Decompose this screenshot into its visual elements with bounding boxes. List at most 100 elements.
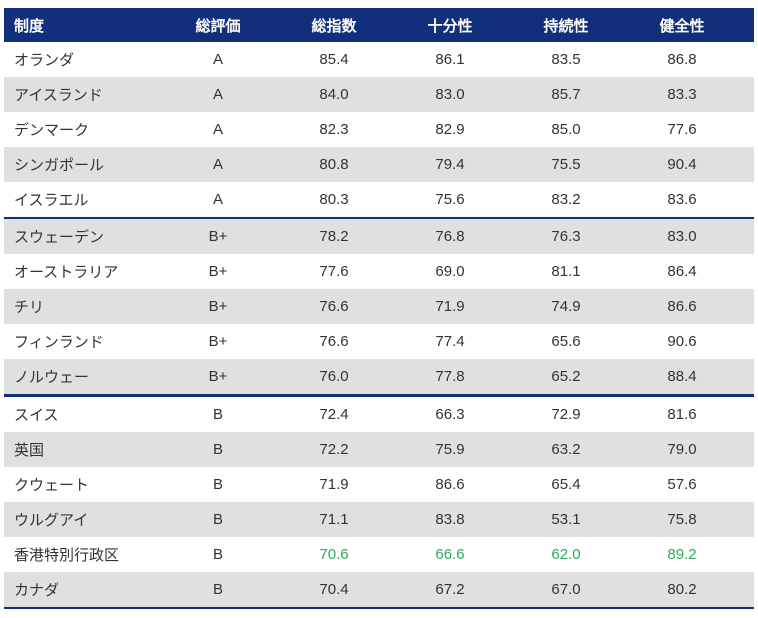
adequacy-value: 75.6 [435, 191, 465, 208]
grade-value: B [212, 441, 223, 458]
integrity-value: 83.6 [667, 191, 697, 208]
table-row: スイス B 72.4 66.3 72.9 81.6 [4, 397, 754, 432]
grade-value: B+ [208, 298, 228, 315]
sustainability-value: 75.5 [551, 156, 581, 173]
table-body: オランダ A 85.4 86.1 83.5 86.8 アイスランド A 84.0… [4, 42, 754, 607]
integrity-value: 80.2 [667, 581, 697, 598]
table-row: イスラエル A 80.3 75.6 83.2 83.6 [4, 182, 754, 217]
integrity-value: 79.0 [667, 441, 697, 458]
sustainability-value: 53.1 [551, 511, 581, 528]
table-row: クウェート B 71.9 86.6 65.4 57.6 [4, 467, 754, 502]
column-header-overall-grade: 総評価 [195, 17, 241, 35]
grade-value: B [212, 406, 223, 423]
sustainability-value: 62.0 [551, 546, 581, 563]
table-row: ウルグアイ B 71.1 83.8 53.1 75.8 [4, 502, 754, 537]
country-name: イスラエル [14, 192, 89, 209]
overall-index-value: 71.9 [319, 476, 349, 493]
sustainability-value: 85.7 [551, 86, 581, 103]
column-header-sustainability: 持続性 [543, 17, 589, 35]
adequacy-value: 69.0 [435, 263, 465, 280]
overall-index-value: 70.6 [319, 546, 349, 563]
grade-value: A [212, 121, 223, 138]
column-header-system: 制度 [14, 17, 45, 35]
overall-index-value: 76.6 [319, 298, 349, 315]
country-name: 英国 [14, 442, 45, 459]
sustainability-value: 65.2 [551, 368, 581, 385]
country-name: スイス [14, 407, 59, 424]
sustainability-value: 63.2 [551, 441, 581, 458]
column-header-integrity: 健全性 [659, 17, 705, 35]
adequacy-value: 75.9 [435, 441, 465, 458]
integrity-value: 89.2 [667, 546, 697, 563]
group-divider [4, 217, 754, 219]
integrity-value: 86.6 [667, 298, 697, 315]
integrity-value: 57.6 [667, 476, 697, 493]
table-row: 英国 B 72.2 75.9 63.2 79.0 [4, 432, 754, 467]
overall-index-value: 80.8 [319, 156, 349, 173]
adequacy-value: 66.3 [435, 406, 465, 423]
grade-value: B [212, 581, 223, 598]
table-row: オーストラリア B+ 77.6 69.0 81.1 86.4 [4, 254, 754, 289]
overall-index-value: 78.2 [319, 228, 349, 245]
country-name: スウェーデン [14, 229, 105, 246]
table-row: チリ B+ 76.6 71.9 74.9 86.6 [4, 289, 754, 324]
sustainability-value: 81.1 [551, 263, 581, 280]
table-row: アイスランド A 84.0 83.0 85.7 83.3 [4, 77, 754, 112]
table-row: オランダ A 85.4 86.1 83.5 86.8 [4, 42, 754, 77]
country-name: オーストラリア [14, 264, 119, 281]
country-name: ノルウェー [14, 369, 90, 386]
overall-index-value: 84.0 [319, 86, 349, 103]
grade-value: B+ [208, 368, 228, 385]
integrity-value: 86.8 [667, 51, 697, 68]
adequacy-value: 82.9 [435, 121, 465, 138]
integrity-value: 86.4 [667, 263, 697, 280]
adequacy-value: 86.1 [435, 51, 465, 68]
sustainability-value: 74.9 [551, 298, 581, 315]
grade-value: B+ [208, 263, 228, 280]
adequacy-value: 67.2 [435, 581, 465, 598]
country-name: チリ [14, 299, 45, 316]
sustainability-value: 76.3 [551, 228, 581, 245]
adequacy-value: 77.4 [435, 333, 465, 350]
overall-index-value: 72.4 [319, 406, 349, 423]
adequacy-value: 77.8 [435, 368, 465, 385]
overall-index-value: 77.6 [319, 263, 349, 280]
adequacy-value: 83.0 [435, 86, 465, 103]
table-row: 香港特別行政区 B 70.6 66.6 62.0 89.2 [4, 537, 754, 572]
integrity-value: 88.4 [667, 368, 697, 385]
table-row: フィンランド B+ 76.6 77.4 65.6 90.6 [4, 324, 754, 359]
adequacy-value: 66.6 [435, 546, 465, 563]
adequacy-value: 76.8 [435, 228, 465, 245]
grade-value: A [212, 51, 223, 68]
table-row: ノルウェー B+ 76.0 77.8 65.2 88.4 [4, 359, 754, 394]
pension-index-table: 制度 総評価 総指数 十分性 持続性 健全性 オランダ A 85.4 86.1 … [4, 8, 754, 609]
table-row: カナダ B 70.4 67.2 67.0 80.2 [4, 572, 754, 607]
overall-index-value: 82.3 [319, 121, 349, 138]
integrity-value: 90.4 [667, 156, 697, 173]
table-bottom-border [4, 607, 754, 609]
sustainability-value: 65.4 [551, 476, 581, 493]
country-name: クウェート [14, 477, 90, 494]
table-header-row: 制度 総評価 総指数 十分性 持続性 健全性 [4, 8, 754, 42]
overall-index-value: 71.1 [319, 511, 349, 528]
country-name: シンガポール [14, 157, 105, 174]
group-divider [4, 394, 754, 397]
overall-index-value: 76.0 [319, 368, 349, 385]
adequacy-value: 86.6 [435, 476, 465, 493]
grade-value: A [212, 86, 223, 103]
sustainability-value: 83.2 [551, 191, 581, 208]
integrity-value: 83.3 [667, 86, 697, 103]
sustainability-value: 65.6 [551, 333, 581, 350]
grade-value: A [212, 156, 223, 173]
integrity-value: 83.0 [667, 228, 697, 245]
table-row: デンマーク A 82.3 82.9 85.0 77.6 [4, 112, 754, 147]
adequacy-value: 83.8 [435, 511, 465, 528]
adequacy-value: 79.4 [435, 156, 465, 173]
country-name: 香港特別行政区 [14, 547, 120, 564]
integrity-value: 81.6 [667, 406, 697, 423]
overall-index-value: 85.4 [319, 51, 349, 68]
grade-value: B [212, 511, 223, 528]
integrity-value: 75.8 [667, 511, 697, 528]
overall-index-value: 80.3 [319, 191, 349, 208]
country-name: カナダ [14, 582, 60, 599]
